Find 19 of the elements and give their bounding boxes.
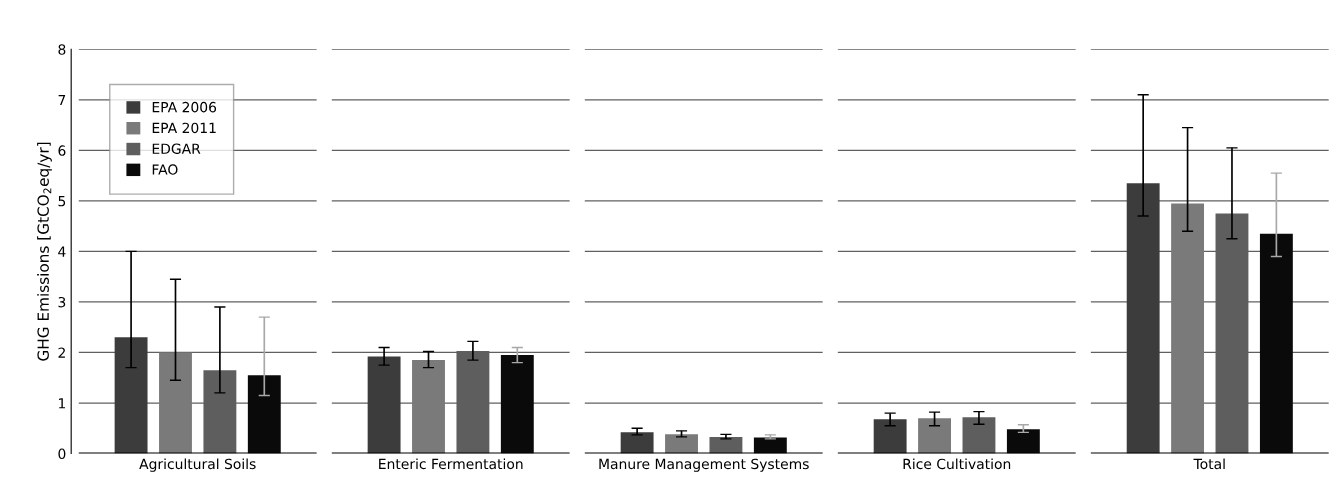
x-tick-label: Manure Management Systems [599,458,809,472]
y-tick-label: 2 [58,347,65,358]
y-tick-label: 7 [58,94,66,106]
x-tick-label: Enteric Fermentation [379,458,523,470]
y-tick-label: 5 [58,196,66,207]
legend-label: FAO [152,164,178,175]
y-tick-label: 8 [58,44,66,55]
legend-label: EPA 2006 [152,101,217,113]
y-tick-label: 6 [58,145,66,156]
y-tick-label: 1 [59,398,66,409]
legend-label: EPA 2011 [152,122,216,134]
x-tick-label: Rice Cultivation [903,458,1011,470]
x-tick-label: Total [1193,458,1225,470]
legend-label: EDGAR [152,143,201,154]
y-axis-title: GHG Emissions [GtCO$_{2}$eq/yr] [37,142,52,361]
y-tick-label: 3 [58,296,66,308]
y-tick-label: 4 [58,246,66,257]
y-tick-label: 0 [58,448,66,460]
x-tick-label: Agricultural Soils [139,458,256,472]
